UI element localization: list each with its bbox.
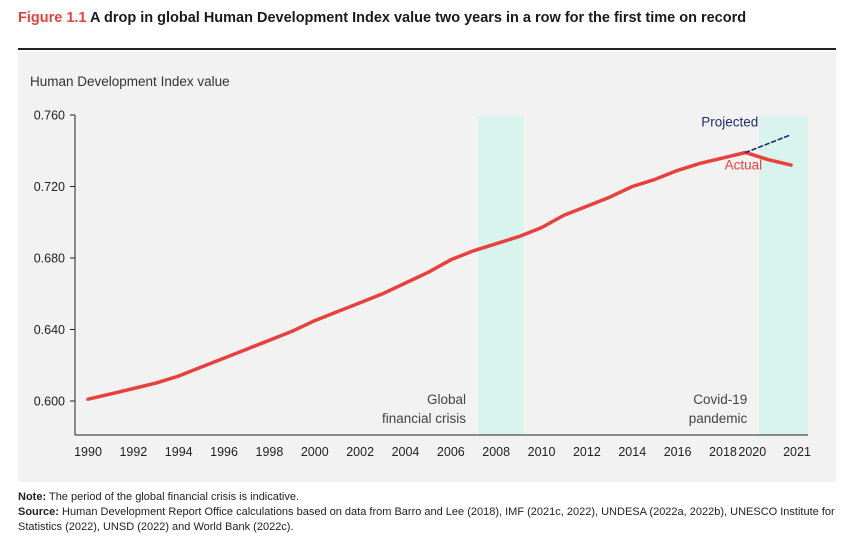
y-tick-label: 0.720 bbox=[34, 180, 65, 194]
x-tick-label: 2006 bbox=[437, 445, 465, 459]
x-tick-label: 2014 bbox=[618, 445, 646, 459]
note-line: Note: The period of the global financial… bbox=[18, 490, 838, 505]
x-tick-label: 2000 bbox=[301, 445, 329, 459]
y-tick-label: 0.600 bbox=[34, 395, 65, 409]
y-axis-label: Human Development Index value bbox=[30, 74, 230, 89]
x-tick-label: 2016 bbox=[664, 445, 692, 459]
x-tick-label: 2008 bbox=[482, 445, 510, 459]
note-label: Note: bbox=[18, 491, 47, 503]
notes-block: Note: The period of the global financial… bbox=[18, 490, 838, 535]
y-tick-label: 0.680 bbox=[34, 252, 65, 266]
figure-title: Figure 1.1 A drop in global Human Develo… bbox=[18, 10, 838, 26]
x-tick-label: 2004 bbox=[392, 445, 420, 459]
y-tick-label: 0.640 bbox=[34, 323, 65, 337]
hdi-line-chart: Global financial crisis Covid-19 pandemic 0.… bbox=[34, 109, 811, 460]
y-tick-label: 0.760 bbox=[34, 109, 65, 123]
series-line-actual bbox=[86, 150, 793, 401]
chart-panel bbox=[18, 52, 836, 482]
x-tick-label: 2002 bbox=[346, 445, 374, 459]
annotation-projected: Projected bbox=[701, 115, 758, 130]
x-tick-label: 2012 bbox=[573, 445, 601, 459]
x-tick-label: 1992 bbox=[119, 445, 147, 459]
shaded-period-label-1: financial crisis bbox=[382, 411, 466, 426]
figure-title-text: A drop in global Human Development Index… bbox=[90, 10, 747, 26]
shaded-period-label-1: Global bbox=[427, 392, 466, 407]
x-tick-label: 2010 bbox=[528, 445, 556, 459]
shaded-period-2 bbox=[759, 116, 808, 435]
shaded-period-1 bbox=[478, 116, 524, 435]
x-tick-label: 2018 bbox=[709, 445, 737, 459]
source-label: Source: bbox=[18, 506, 59, 518]
title-rule bbox=[18, 48, 836, 50]
figure-number: Figure 1.1 bbox=[18, 10, 87, 26]
x-tick-label: 1994 bbox=[165, 445, 193, 459]
x-tick-label: 1998 bbox=[256, 445, 284, 459]
x-tick-label: 1996 bbox=[210, 445, 238, 459]
x-tick-label: 2020 bbox=[738, 445, 766, 459]
annotation-actual: Actual bbox=[725, 158, 763, 173]
shaded-period-label-2: Covid-19 bbox=[693, 392, 747, 407]
x-tick-label: 1990 bbox=[74, 445, 102, 459]
shaded-period-label-2: pandemic bbox=[689, 411, 748, 426]
series-line-projected bbox=[744, 133, 792, 154]
source-text: Human Development Report Office calculat… bbox=[18, 506, 835, 533]
x-tick-label: 2021 bbox=[783, 445, 811, 459]
note-text: The period of the global financial crisi… bbox=[48, 491, 300, 503]
source-line: Source: Human Development Report Office … bbox=[18, 505, 838, 535]
